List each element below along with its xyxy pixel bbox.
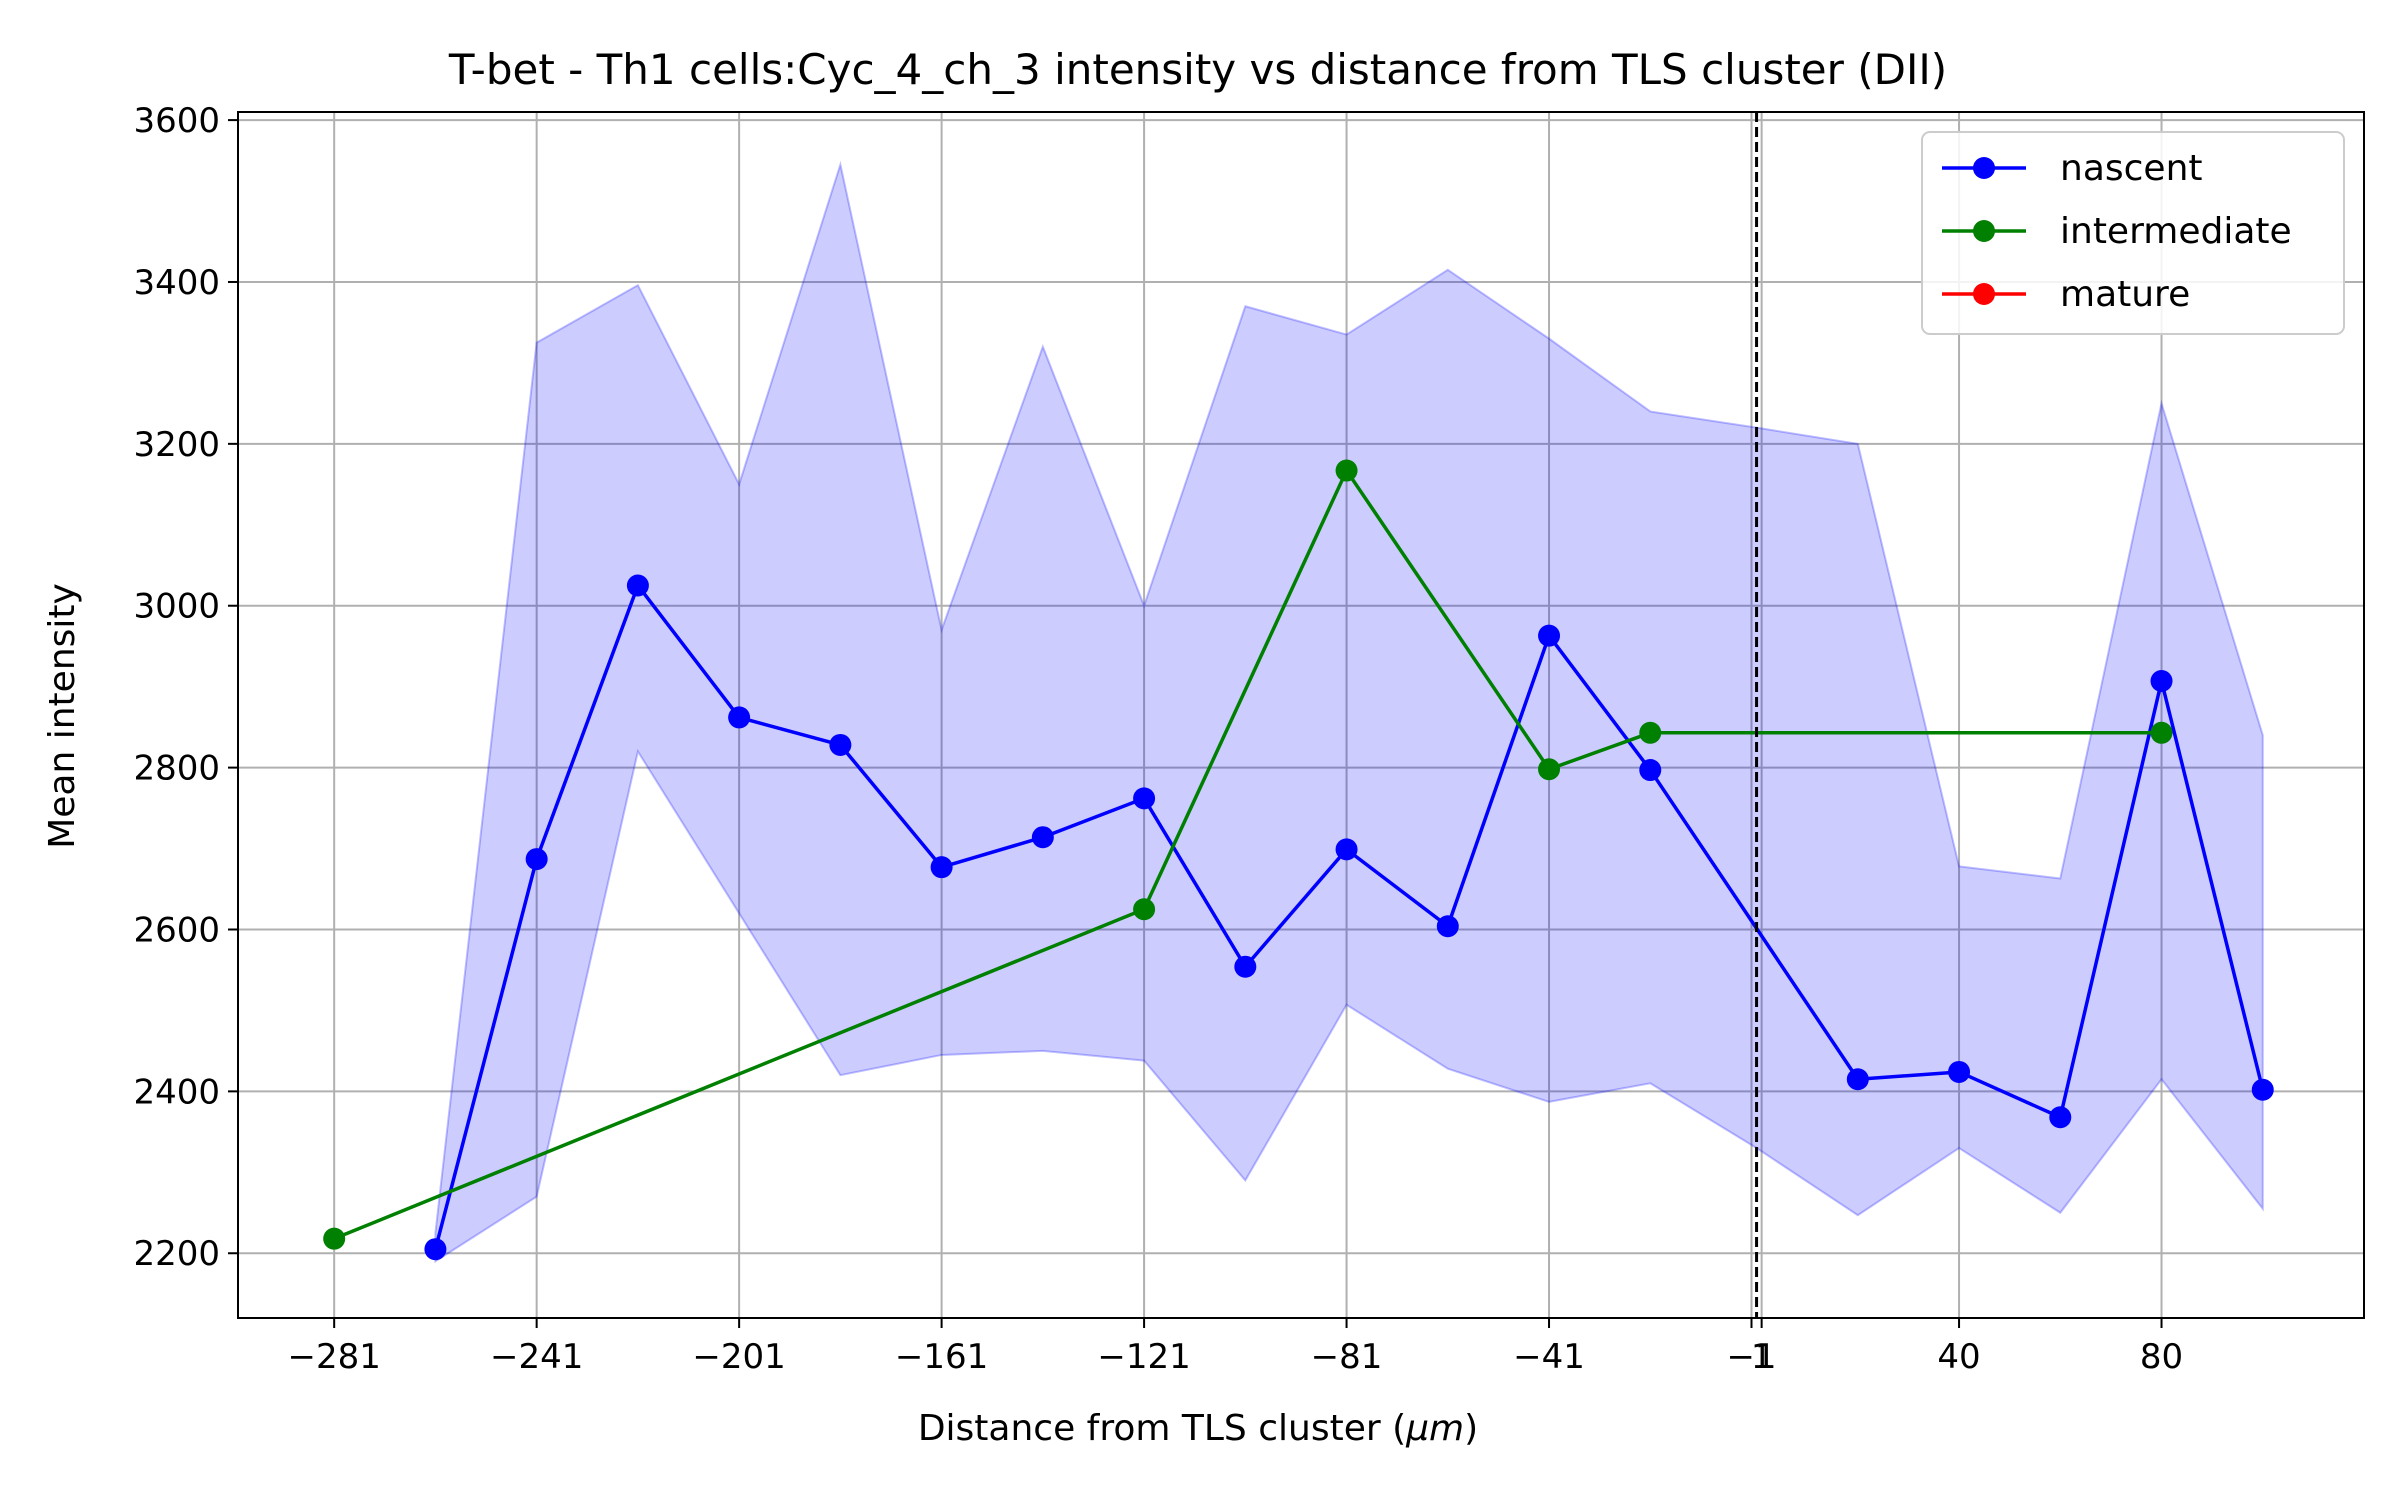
nascent-point-2 — [626, 574, 649, 597]
y-tick-label-3: 2800 — [133, 749, 220, 789]
nascent-point-16 — [2150, 670, 2173, 693]
nascent-point-10 — [1436, 915, 1459, 938]
x-axis-ticks: −281 −241 −201 −161 −121 −81 −41 −11 40 80 — [287, 1318, 2183, 1377]
y-tick-label-6: 3400 — [133, 263, 220, 303]
x-axis-title-close: ) — [1464, 1408, 1478, 1449]
y-tick-label-0: 2200 — [133, 1234, 220, 1274]
grid — [238, 112, 2364, 1318]
nascent-point-17 — [2251, 1078, 2274, 1101]
intermediate-point-0 — [323, 1227, 346, 1250]
x-tick-label-3: −161 — [895, 1337, 988, 1377]
y-tick-label-2: 2600 — [133, 910, 220, 950]
nascent-point-5 — [930, 856, 953, 879]
x-tick-label-8: 1 — [1751, 1337, 1773, 1377]
intermediate-point-3 — [1538, 758, 1561, 781]
legend-box — [1921, 131, 2345, 335]
legend-label-mature: mature — [2060, 274, 2190, 315]
series-lines — [323, 459, 2274, 1261]
legend-label-nascent: nascent — [2060, 148, 2203, 189]
legend: nascent intermediate mature — [1921, 131, 2345, 335]
intermediate-point-1 — [1133, 898, 1156, 921]
plot-frame — [237, 111, 2365, 1319]
x-tick-label-7: −1 — [1726, 1337, 1776, 1377]
x-tick-label-10: 80 — [2140, 1337, 2183, 1377]
x-tick-label-4: −121 — [1097, 1337, 1190, 1377]
nascent-point-15 — [2049, 1106, 2072, 1129]
x-axis-title-text: Distance from TLS cluster ( — [918, 1408, 1406, 1449]
y-axis-ticks: 2200 2400 2600 2800 3000 3200 3400 3600 — [133, 101, 238, 1274]
nascent-point-3 — [728, 706, 751, 729]
nascent-point-7 — [1133, 787, 1156, 810]
nascent-point-14 — [1948, 1060, 1971, 1083]
x-tick-label-5: −81 — [1311, 1337, 1383, 1377]
x-axis-title-unit: μm — [1405, 1408, 1464, 1449]
nascent-point-13 — [1846, 1068, 1869, 1091]
y-tick-label-5: 3200 — [133, 425, 220, 465]
confidence-band — [434, 160, 2264, 1264]
nascent-point-8 — [1234, 955, 1257, 978]
nascent-point-12 — [1639, 759, 1662, 782]
nascent-band — [434, 160, 2264, 1264]
intermediate-point-2 — [1335, 459, 1358, 482]
intermediate-line — [333, 468, 2162, 1241]
nascent-point-1 — [525, 848, 548, 871]
nascent-point-4 — [829, 733, 852, 756]
x-tick-label-6: −41 — [1513, 1337, 1585, 1377]
x-tick-label-0: −281 — [287, 1337, 380, 1377]
legend-swatch-marker-mature — [1973, 283, 1995, 305]
legend-swatch-marker-nascent — [1973, 157, 1995, 179]
y-axis-title: Mean intensity — [42, 583, 83, 849]
chart-title: T-bet - Th1 cells:Cyc_4_ch_3 intensity v… — [448, 45, 1947, 94]
x-tick-label-1: −241 — [490, 1337, 583, 1377]
nascent-point-0 — [424, 1238, 447, 1261]
nascent-point-9 — [1335, 838, 1358, 861]
nascent-line — [433, 583, 2265, 1250]
intermediate-point-5 — [2150, 721, 2173, 744]
nascent-point-11 — [1538, 624, 1561, 647]
x-axis-title: Distance from TLS cluster (μm) — [918, 1408, 1478, 1449]
y-tick-label-1: 2400 — [133, 1072, 220, 1112]
legend-swatch-marker-intermediate — [1973, 220, 1995, 242]
legend-items: nascent intermediate mature — [1942, 148, 2292, 315]
x-tick-label-2: −201 — [692, 1337, 785, 1377]
nascent-point-6 — [1031, 826, 1054, 849]
intermediate-point-4 — [1639, 721, 1662, 744]
y-tick-label-7: 3600 — [133, 101, 220, 141]
y-tick-label-4: 3000 — [133, 587, 220, 627]
legend-label-intermediate: intermediate — [2060, 211, 2292, 252]
x-tick-label-9: 40 — [1937, 1337, 1980, 1377]
